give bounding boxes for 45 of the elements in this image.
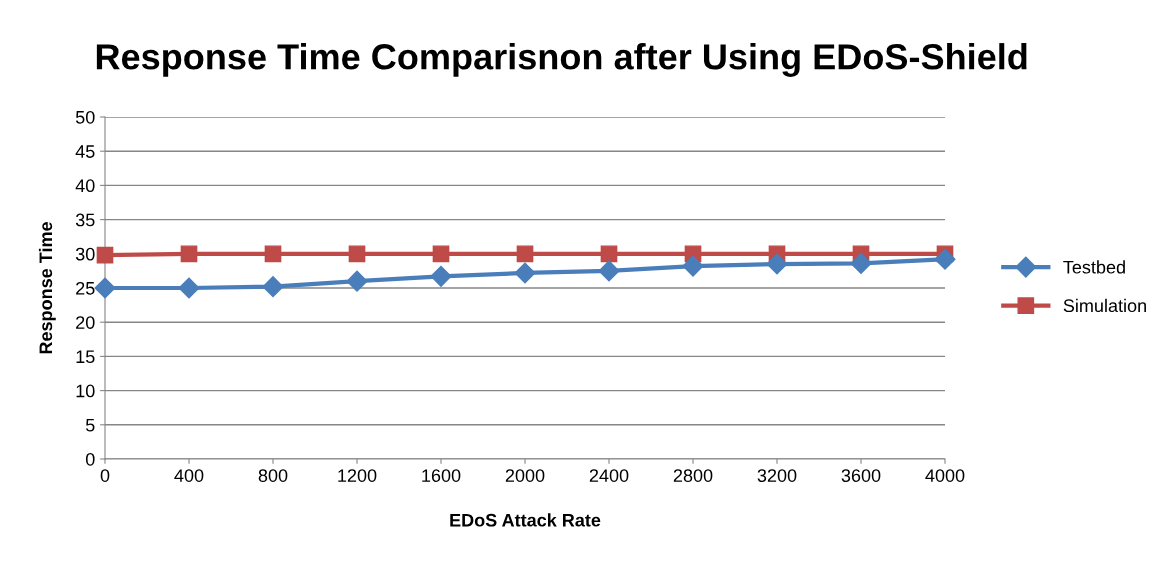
y-tick-label: 35 [75,213,95,227]
point [682,255,704,277]
point [178,277,200,299]
y-tick-label: 20 [76,316,95,329]
y-axis-title: Response Time [38,222,56,354]
point [766,253,788,275]
x-tick-label: 800 [258,469,288,482]
x-axis-title: EDoS Attack Rate [450,513,601,527]
x-tick-label: 2800 [673,469,713,482]
y-tick-label: 10 [76,384,95,398]
point [430,265,452,287]
chart-title: Response Time Comparisnon after Using EDoS-Shield [96,43,1027,77]
legend-label: Simulation [1063,298,1146,313]
y-tick-label: 40 [75,179,95,193]
point [934,248,956,270]
y-tick-label: 0 [85,452,95,466]
y-tick-label: 25 [76,281,95,295]
y-tick-label: 5 [85,418,95,432]
x-tick-label: 2000 [505,469,545,482]
x-tick-label: 1600 [422,469,461,482]
x-tick-label: 3600 [841,469,881,482]
y-tick-label: 50 [75,110,95,124]
legend-label: Testbed [1063,260,1125,274]
point [94,277,116,299]
point [514,262,536,284]
x-tick-label: 2400 [589,469,629,482]
x-tick-label: 0 [100,469,110,482]
x-tick-label: 4000 [925,469,965,482]
x-tick-label: 400 [174,469,204,482]
x-tick-label: 1200 [338,469,377,482]
point [346,270,368,292]
x-tick-label: 3200 [757,469,797,482]
point [262,276,284,298]
point [600,245,618,263]
point [96,246,114,264]
y-tick-label: 15 [76,350,95,364]
point [180,245,198,263]
point [598,260,620,282]
point [348,245,366,263]
point [264,245,282,263]
point [432,245,450,263]
point [850,252,872,274]
y-tick-label: 30 [75,247,95,261]
y-tick-label: 45 [75,145,95,158]
point [516,245,534,263]
